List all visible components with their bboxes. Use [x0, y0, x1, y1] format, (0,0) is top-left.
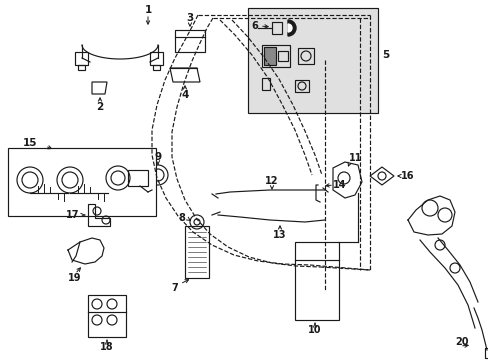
Text: 20: 20: [454, 337, 468, 347]
Bar: [484, 348, 488, 358]
Text: 17: 17: [66, 210, 80, 220]
Text: 11: 11: [348, 153, 362, 163]
Text: 4: 4: [181, 90, 188, 100]
Bar: [264, 47, 275, 65]
Text: 6: 6: [251, 21, 258, 31]
Text: 16: 16: [401, 171, 414, 181]
Text: 3: 3: [186, 13, 193, 23]
Bar: [175, 30, 204, 52]
Text: 15: 15: [23, 138, 37, 148]
Text: 2: 2: [96, 102, 103, 112]
Bar: [278, 51, 287, 61]
Text: 13: 13: [273, 230, 286, 240]
Text: 10: 10: [307, 325, 321, 335]
Bar: [78, 65, 85, 70]
Bar: [294, 242, 338, 320]
Text: 8: 8: [178, 213, 185, 223]
Text: 1: 1: [144, 5, 151, 15]
Wedge shape: [287, 24, 291, 32]
Text: 19: 19: [68, 273, 81, 283]
Bar: [262, 45, 289, 67]
Text: 18: 18: [100, 342, 114, 352]
Wedge shape: [287, 20, 295, 36]
Bar: [8, 148, 156, 216]
Bar: [128, 170, 148, 186]
Bar: [294, 80, 308, 92]
Bar: [88, 295, 126, 337]
Bar: [297, 48, 313, 64]
Text: 14: 14: [332, 180, 346, 190]
Text: 12: 12: [264, 176, 278, 186]
Bar: [247, 8, 377, 113]
Text: 7: 7: [171, 283, 178, 293]
Text: 9: 9: [154, 152, 161, 162]
Text: 5: 5: [382, 50, 389, 60]
Bar: [153, 65, 160, 70]
Bar: [184, 226, 208, 278]
